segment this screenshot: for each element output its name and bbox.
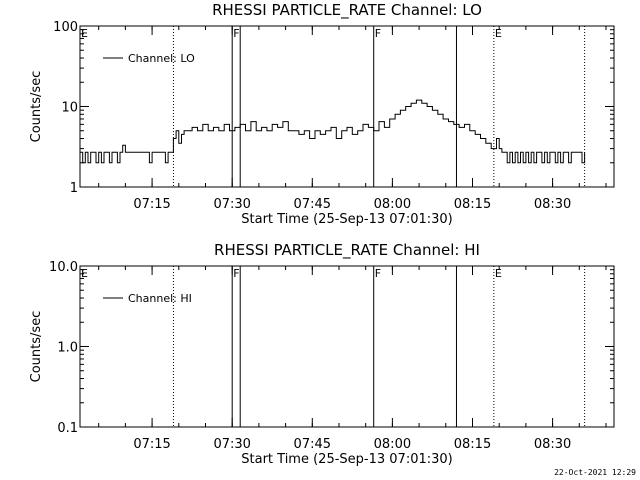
y-axis-label: Counts/sec <box>29 71 44 143</box>
chart-title: RHESSI PARTICLE_RATE Channel: HI <box>214 241 480 260</box>
x-tick-label: 08:15 <box>454 437 491 452</box>
x-tick-label: 07:30 <box>213 437 250 452</box>
plot-frame <box>79 265 615 428</box>
y-tick-label: 1.0 <box>57 341 78 356</box>
x-tick-label: 08:15 <box>454 197 491 212</box>
x-tick-label: 07:45 <box>294 197 331 212</box>
event-label: F <box>233 27 239 40</box>
corner-event-label: E <box>81 267 88 280</box>
x-tick-label: 07:15 <box>133 197 170 212</box>
x-tick-label: 07:15 <box>133 437 170 452</box>
corner-event-label: E <box>81 27 88 40</box>
x-tick-label: 07:45 <box>294 437 331 452</box>
x-tick-label: 08:00 <box>374 197 411 212</box>
event-label: F <box>375 27 381 40</box>
y-axis-label: Counts/sec <box>29 311 44 383</box>
legend-label: Channel: HI <box>128 292 192 305</box>
event-label: F <box>375 267 381 280</box>
x-axis-label: Start Time (25-Sep-13 07:01:30) <box>241 212 452 227</box>
legend-label: Channel: LO <box>128 52 195 65</box>
y-tick-label: 10 <box>61 101 78 116</box>
event-label: E <box>495 267 502 280</box>
x-tick-label: 08:30 <box>534 197 571 212</box>
timestamp: 22-Oct-2021 12:29 <box>554 468 636 477</box>
series-line <box>80 99 586 164</box>
y-tick-label: 10.0 <box>49 260 78 275</box>
chart-title: RHESSI PARTICLE_RATE Channel: LO <box>212 1 482 20</box>
y-tick-label: 100 <box>53 20 78 35</box>
y-tick-label: 1 <box>70 181 78 196</box>
x-tick-label: 08:30 <box>534 437 571 452</box>
x-tick-label: 08:00 <box>374 437 411 452</box>
y-tick-label: 0.1 <box>57 421 78 436</box>
x-axis-label: Start Time (25-Sep-13 07:01:30) <box>241 452 452 467</box>
event-label: E <box>495 27 502 40</box>
event-label: F <box>233 267 239 280</box>
x-tick-label: 07:30 <box>213 197 250 212</box>
